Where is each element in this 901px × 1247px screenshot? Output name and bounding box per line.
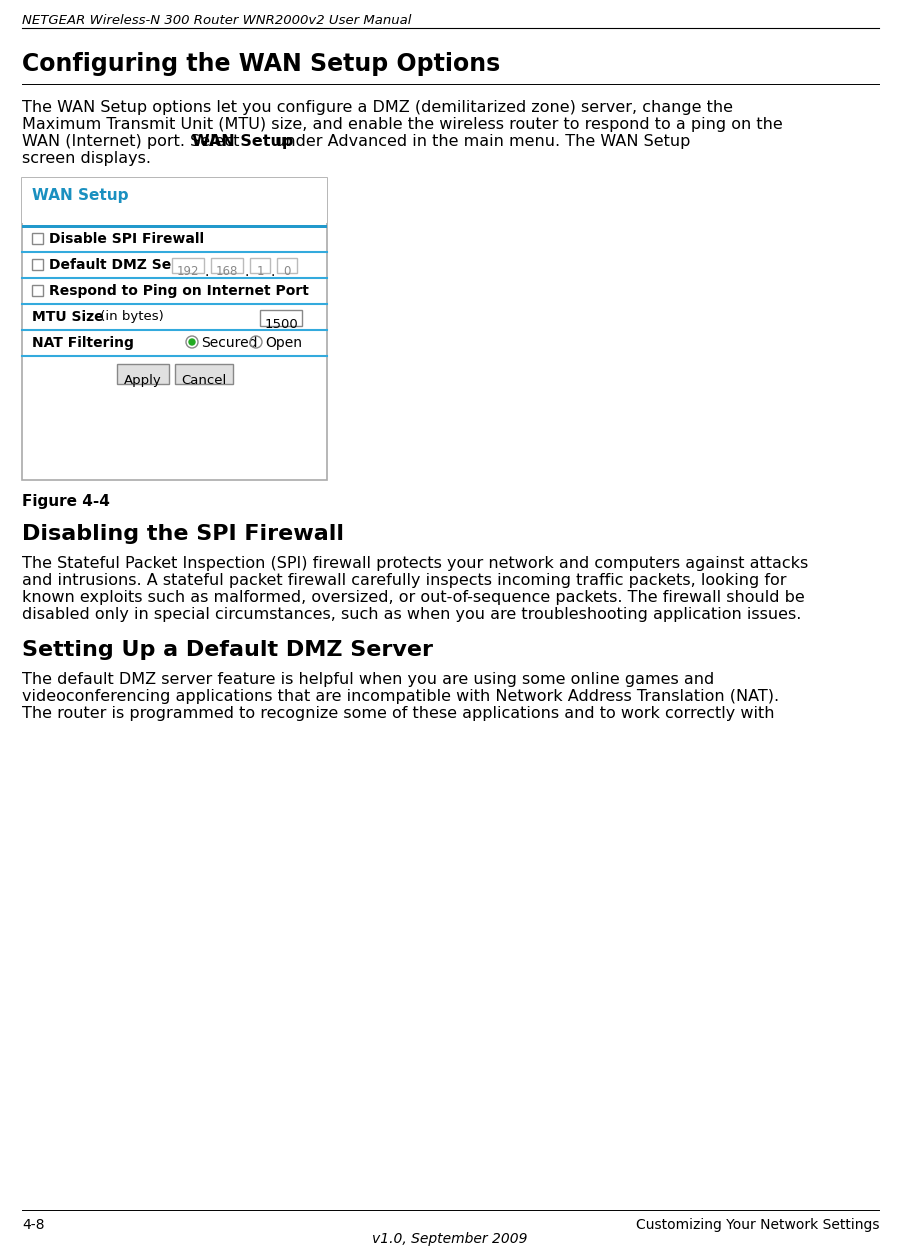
- Bar: [32, 233, 43, 244]
- Text: Default DMZ Server: Default DMZ Server: [49, 258, 204, 272]
- Text: .: .: [205, 266, 209, 279]
- Text: NAT Filtering: NAT Filtering: [32, 335, 134, 350]
- Text: disabled only in special circumstances, such as when you are troubleshooting app: disabled only in special circumstances, …: [22, 607, 801, 622]
- Bar: [32, 259, 43, 271]
- Bar: [260, 311, 302, 325]
- Bar: [32, 286, 43, 296]
- Text: videoconferencing applications that are incompatible with Network Address Transl: videoconferencing applications that are …: [22, 690, 779, 705]
- Text: WAN Setup: WAN Setup: [192, 133, 294, 148]
- Bar: [175, 364, 233, 384]
- Bar: [117, 364, 169, 384]
- Text: The default DMZ server feature is helpful when you are using some online games a: The default DMZ server feature is helpfu…: [22, 672, 714, 687]
- Text: Cancel: Cancel: [181, 374, 227, 387]
- Text: 1500: 1500: [264, 318, 298, 330]
- Text: 1: 1: [256, 266, 264, 278]
- Text: 192: 192: [177, 266, 199, 278]
- Bar: [22, 178, 327, 480]
- Text: NETGEAR Wireless-N 300 Router WNR2000v2 User Manual: NETGEAR Wireless-N 300 Router WNR2000v2 …: [22, 14, 412, 27]
- Text: Configuring the WAN Setup Options: Configuring the WAN Setup Options: [22, 52, 500, 76]
- Text: Disable SPI Firewall: Disable SPI Firewall: [49, 232, 205, 246]
- Text: Secured: Secured: [201, 335, 258, 350]
- Text: Respond to Ping on Internet Port: Respond to Ping on Internet Port: [49, 284, 309, 298]
- Text: 0: 0: [283, 266, 291, 278]
- Text: 168: 168: [216, 266, 238, 278]
- Text: Apply: Apply: [124, 374, 162, 387]
- Text: .: .: [244, 266, 249, 279]
- Circle shape: [189, 339, 195, 345]
- Text: The router is programmed to recognize some of these applications and to work cor: The router is programmed to recognize so…: [22, 706, 775, 721]
- Bar: [250, 258, 270, 273]
- Text: The Stateful Packet Inspection (SPI) firewall protects your network and computer: The Stateful Packet Inspection (SPI) fir…: [22, 556, 808, 571]
- Text: 4-8: 4-8: [22, 1218, 44, 1232]
- Text: and intrusions. A stateful packet firewall carefully inspects incoming traffic p: and intrusions. A stateful packet firewa…: [22, 574, 787, 589]
- Text: Maximum Transmit Unit (MTU) size, and enable the wireless router to respond to a: Maximum Transmit Unit (MTU) size, and en…: [22, 117, 783, 132]
- Text: v1.0, September 2009: v1.0, September 2009: [372, 1232, 528, 1246]
- Text: Setting Up a Default DMZ Server: Setting Up a Default DMZ Server: [22, 640, 433, 660]
- Text: WAN (Internet) port. Select: WAN (Internet) port. Select: [22, 133, 245, 148]
- Text: The WAN Setup options let you configure a DMZ (demilitarized zone) server, chang: The WAN Setup options let you configure …: [22, 100, 733, 115]
- Text: screen displays.: screen displays.: [22, 151, 151, 166]
- Text: (in bytes): (in bytes): [96, 311, 164, 323]
- Bar: [211, 258, 243, 273]
- Text: MTU Size: MTU Size: [32, 311, 104, 324]
- Text: WAN Setup: WAN Setup: [32, 188, 129, 203]
- Bar: [22, 178, 327, 223]
- Text: Disabling the SPI Firewall: Disabling the SPI Firewall: [22, 524, 344, 544]
- Text: under Advanced in the main menu. The WAN Setup: under Advanced in the main menu. The WAN…: [270, 133, 690, 148]
- Text: known exploits such as malformed, oversized, or out-of-sequence packets. The fir: known exploits such as malformed, oversi…: [22, 590, 805, 605]
- Text: .: .: [271, 266, 276, 279]
- Text: Customizing Your Network Settings: Customizing Your Network Settings: [635, 1218, 879, 1232]
- Text: Open: Open: [265, 335, 302, 350]
- Text: Figure 4-4: Figure 4-4: [22, 494, 110, 509]
- Bar: [22, 224, 327, 228]
- Bar: [277, 258, 297, 273]
- Bar: [172, 258, 204, 273]
